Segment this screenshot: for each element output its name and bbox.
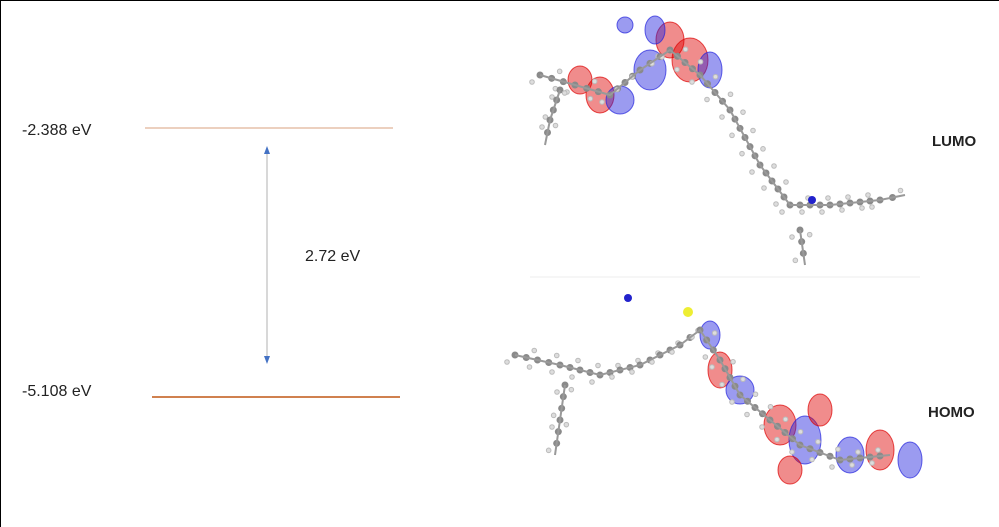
hydrogen (576, 358, 581, 363)
hydrogen (550, 425, 555, 430)
hydrogen (505, 360, 510, 365)
hydrogen (870, 461, 875, 466)
hydrogen (540, 125, 545, 130)
hydrogen (836, 447, 841, 452)
hydrogen (860, 206, 865, 211)
hydrogen (740, 151, 745, 156)
hydrogen (774, 202, 779, 207)
hydrogen (760, 425, 765, 430)
hydrogen (530, 80, 535, 85)
hydrogen (555, 390, 560, 395)
sulfur (683, 307, 693, 317)
hydrogen (730, 133, 735, 138)
hydrogen (870, 205, 875, 210)
homo-label: HOMO (928, 404, 975, 421)
hydrogen (840, 208, 845, 213)
orbital-lobe (617, 17, 633, 33)
orbital-lobe (898, 442, 922, 478)
orbital-lobe (645, 16, 665, 44)
hydrogen (775, 437, 780, 442)
hydrogen (546, 448, 551, 453)
hydrogen (846, 195, 851, 200)
hydrogen (793, 258, 798, 263)
bond (515, 330, 890, 460)
hydrogen (790, 235, 795, 240)
hydrogen (730, 400, 735, 405)
hydrogen (705, 97, 710, 102)
nitrogen (624, 294, 632, 302)
hydrogen (761, 147, 766, 152)
orbital-lobe (778, 456, 802, 484)
hydrogen (564, 422, 569, 427)
hydrogen (588, 96, 593, 101)
hydrogen (741, 110, 746, 115)
hydrogen (596, 363, 601, 368)
hydrogen (675, 67, 680, 72)
hydrogen (557, 69, 562, 74)
hydrogen (713, 74, 718, 79)
hydrogen (690, 80, 695, 85)
nitrogen (808, 196, 816, 204)
hydrogen (554, 353, 559, 358)
hydrogen (753, 392, 758, 397)
hydrogen (569, 387, 574, 392)
gap-label: 2.72 eV (305, 248, 360, 265)
hydrogen (703, 355, 708, 360)
hydrogen (527, 365, 532, 370)
hydrogen (790, 450, 795, 455)
hydrogen (876, 448, 881, 453)
hydrogen (698, 59, 703, 64)
hydrogen (630, 370, 635, 375)
hydrogen (850, 463, 855, 468)
bond (540, 50, 905, 205)
hydrogen (783, 417, 788, 422)
orbital-lobe (808, 394, 832, 426)
hydrogen (570, 375, 575, 380)
hydrogen (807, 232, 812, 237)
hydrogen (898, 188, 903, 193)
hydrogen (532, 348, 537, 353)
hydrogen (750, 170, 755, 175)
bond (800, 230, 805, 265)
hydrogen (762, 186, 767, 191)
hydrogen (741, 377, 746, 382)
hydrogen (816, 439, 821, 444)
hydrogen (720, 115, 725, 120)
hydrogen (745, 412, 750, 417)
hydrogen (772, 164, 777, 169)
molecule-images (505, 16, 922, 484)
hydrogen (830, 465, 835, 470)
hydrogen (710, 365, 715, 370)
hydrogen (551, 413, 556, 418)
hydrogen (826, 196, 831, 201)
hydrogen (712, 331, 717, 336)
hydrogen (728, 92, 733, 97)
hydrogen (810, 457, 815, 462)
hydrogen (720, 382, 725, 387)
hydrogen (683, 47, 688, 52)
hydrogen (798, 429, 803, 434)
hydrogen (590, 380, 595, 385)
hydrogen (784, 180, 789, 185)
hydrogen (553, 123, 558, 128)
hydrogen (751, 128, 756, 133)
hydrogen (800, 210, 805, 215)
hydrogen (731, 359, 736, 364)
hydrogen (780, 210, 785, 215)
hydrogen (592, 79, 597, 84)
hydrogen (550, 370, 555, 375)
lumo-label: LUMO (932, 133, 976, 150)
hydrogen (610, 375, 615, 380)
hydrogen (768, 404, 773, 409)
lumo-energy: -2.388 eV (22, 122, 92, 139)
hydrogen (600, 100, 605, 105)
hydrogen (866, 193, 871, 198)
hydrogen (820, 210, 825, 215)
homo-energy: -5.108 eV (22, 383, 92, 400)
hydrogen (856, 450, 861, 455)
energy-diagram: -2.388 eV -5.108 eV 2.72 eV LUMO HOMO (0, 0, 999, 527)
hydrogen (562, 91, 567, 96)
